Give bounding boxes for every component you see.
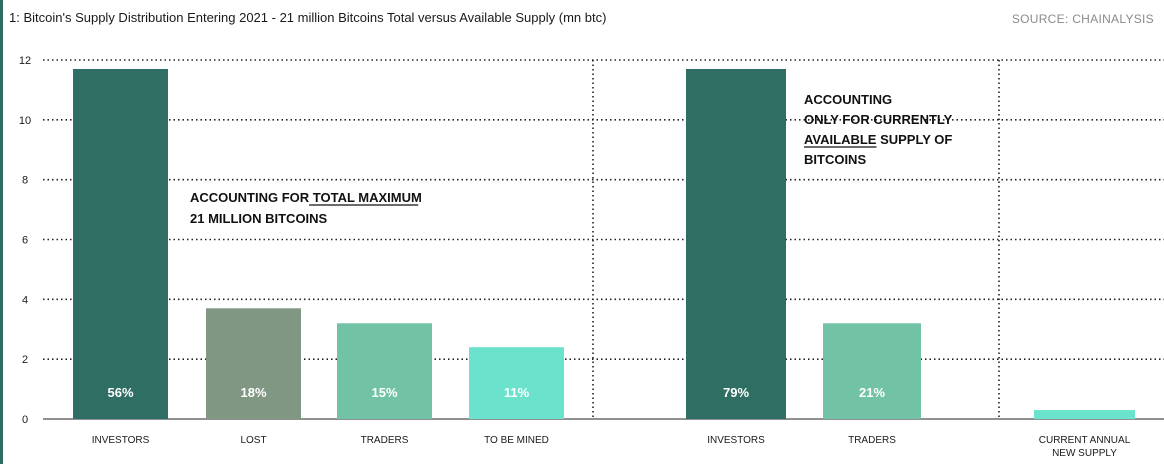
y-tick-label: 8	[22, 175, 28, 187]
x-tick-label: TO BE MINED	[484, 435, 549, 446]
x-tick-label: TRADERS	[361, 435, 409, 446]
bar-value-label: 11%	[504, 385, 530, 400]
bar-value-label: 15%	[371, 385, 397, 400]
x-tick-label: INVESTORS	[92, 435, 150, 446]
x-tick-label: LOST	[240, 435, 266, 446]
annotation-text: 21 MILLION BITCOINS	[190, 211, 328, 226]
y-tick-label: 6	[22, 235, 28, 247]
bar	[1034, 410, 1135, 419]
bar	[337, 323, 432, 419]
y-tick-label: 10	[19, 115, 31, 127]
bar-value-label: 18%	[240, 385, 266, 400]
bar-value-label: 79%	[723, 385, 749, 400]
chart-title: 1: Bitcoin's Supply Distribution Enterin…	[9, 10, 607, 25]
y-tick-label: 4	[22, 294, 28, 306]
bar	[686, 68, 786, 419]
y-tick-label: 2	[22, 354, 28, 366]
bar-value-label: 56%	[107, 385, 133, 400]
x-tick-label: INVESTORS	[707, 435, 765, 446]
chart-source: SOURCE: CHAINALYSIS	[1011, 12, 1154, 26]
x-tick-label: CURRENT ANNUAL	[1039, 435, 1131, 446]
bar-chart: 0 2 4 6 8 10 12 56% INVESTORS 18% LOST 15% TRADERS 11…	[19, 55, 1164, 459]
annotation-text: AVAILABLE SUPPLY OF	[804, 132, 952, 147]
annotation-text: ACCOUNTING	[804, 92, 892, 107]
annotation-text: BITCOINS	[804, 152, 866, 167]
bar	[469, 347, 564, 419]
bar	[206, 308, 301, 419]
bar	[823, 323, 921, 419]
x-tick-label: NEW SUPPLY	[1052, 448, 1117, 459]
annotation-text: ACCOUNTING FOR TOTAL MAXIMUM	[190, 190, 422, 205]
y-tick-label: 12	[19, 55, 31, 67]
bar-value-label: 21%	[859, 385, 885, 400]
annotation-text: ONLY FOR CURRENTLY	[804, 112, 953, 127]
bar	[73, 68, 168, 419]
y-tick-label: 0	[22, 414, 28, 426]
x-tick-label: TRADERS	[848, 435, 896, 446]
